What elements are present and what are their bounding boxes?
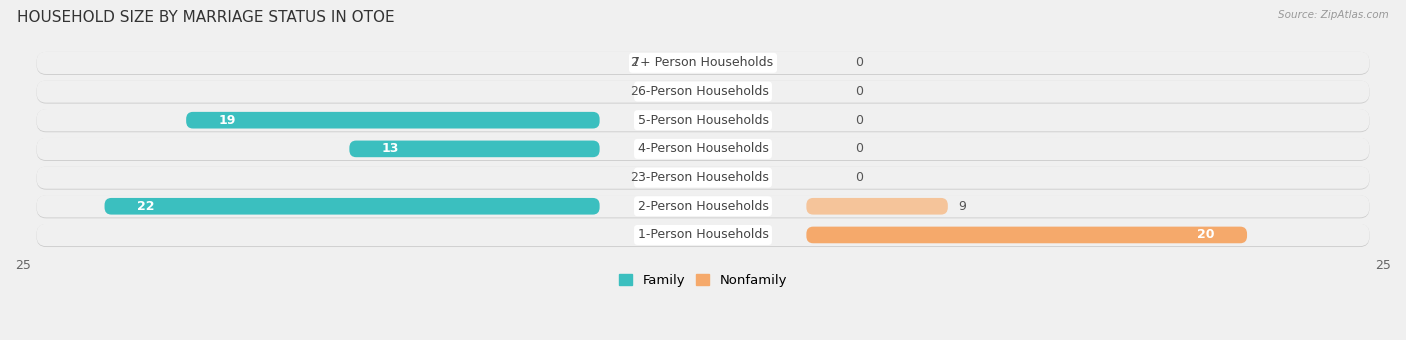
Text: 2: 2 [630,171,638,184]
Text: 5-Person Households: 5-Person Households [637,114,769,127]
Text: 13: 13 [382,142,399,155]
Text: HOUSEHOLD SIZE BY MARRIAGE STATUS IN OTOE: HOUSEHOLD SIZE BY MARRIAGE STATUS IN OTO… [17,10,395,25]
FancyBboxPatch shape [349,140,599,157]
Text: 2-Person Households: 2-Person Households [637,200,769,213]
Text: 0: 0 [855,114,863,127]
Text: 1-Person Households: 1-Person Households [637,228,769,241]
Text: Source: ZipAtlas.com: Source: ZipAtlas.com [1278,10,1389,20]
FancyBboxPatch shape [807,227,1247,243]
FancyBboxPatch shape [37,224,1369,246]
Text: 9: 9 [959,200,966,213]
FancyBboxPatch shape [37,195,1369,218]
Text: 0: 0 [855,171,863,184]
FancyBboxPatch shape [37,195,1369,218]
Text: 4-Person Households: 4-Person Households [637,142,769,155]
Text: 0: 0 [855,56,863,69]
Text: 2: 2 [630,56,638,69]
Text: 2: 2 [630,85,638,98]
FancyBboxPatch shape [37,166,1369,189]
FancyBboxPatch shape [104,198,599,215]
FancyBboxPatch shape [37,52,1369,74]
FancyBboxPatch shape [37,167,1369,190]
FancyBboxPatch shape [37,109,1369,132]
Text: 7+ Person Households: 7+ Person Households [633,56,773,69]
FancyBboxPatch shape [37,138,1369,160]
FancyBboxPatch shape [37,80,1369,103]
FancyBboxPatch shape [37,138,1369,161]
Text: 0: 0 [855,142,863,155]
FancyBboxPatch shape [807,198,948,215]
FancyBboxPatch shape [37,224,1369,247]
Text: 22: 22 [138,200,155,213]
Legend: Family, Nonfamily: Family, Nonfamily [613,269,793,293]
FancyBboxPatch shape [37,109,1369,131]
Text: 0: 0 [855,85,863,98]
FancyBboxPatch shape [186,112,599,129]
Text: 6-Person Households: 6-Person Households [637,85,769,98]
FancyBboxPatch shape [37,52,1369,75]
Text: 20: 20 [1197,228,1215,241]
Text: 19: 19 [219,114,236,127]
Text: 3-Person Households: 3-Person Households [637,171,769,184]
FancyBboxPatch shape [37,81,1369,104]
